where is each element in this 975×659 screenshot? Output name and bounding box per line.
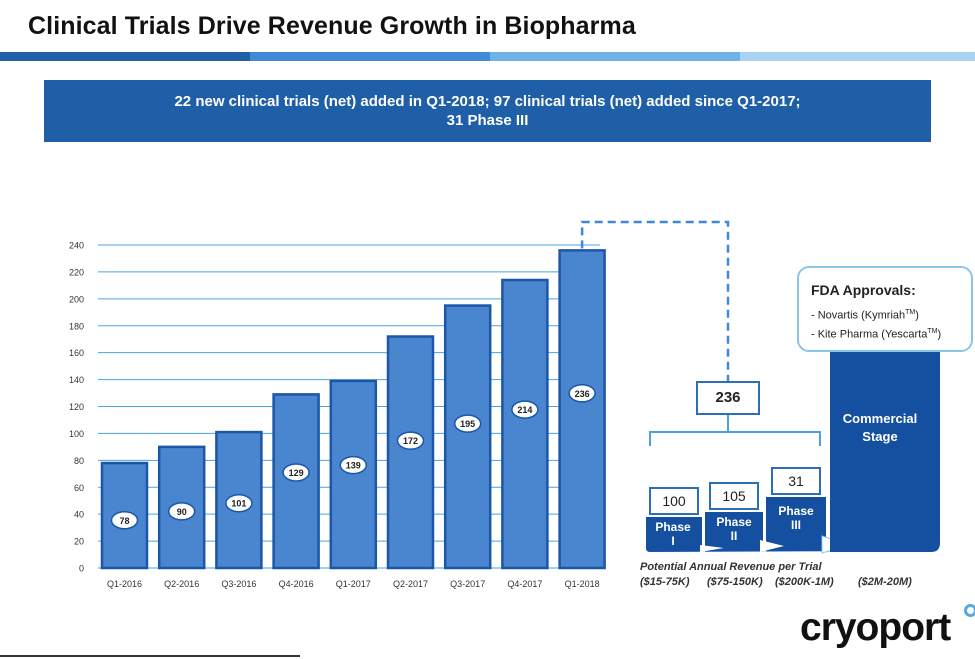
bar — [443, 304, 492, 570]
revenue-phase-3: ($200K-1M) — [775, 576, 834, 588]
y-tick-label: 240 — [69, 241, 84, 251]
revenue-phase-1: ($15-75K) — [640, 576, 690, 588]
bar-value-label: 90 — [177, 507, 187, 517]
bar-value-label: 195 — [460, 419, 475, 429]
x-tick-label: Q1-2016 — [107, 579, 142, 589]
bar-value-badge — [511, 400, 539, 419]
y-tick-label: 20 — [74, 537, 84, 547]
phase-3-label: Phase III — [778, 504, 814, 532]
revenue-phase-2: ($75-150K) — [707, 576, 763, 588]
x-tick-label: Q4-2016 — [279, 579, 314, 589]
x-tick-label: Q2-2016 — [164, 579, 199, 589]
phase-2-step — [705, 512, 763, 552]
x-tick-label: Q3-2016 — [221, 579, 256, 589]
bar-value-label: 172 — [403, 436, 418, 446]
bar-value-label: 78 — [119, 516, 129, 526]
fda-item-novartis: - Novartis (KymriahTM) — [811, 309, 919, 322]
phase-3-count: 31 — [771, 467, 821, 495]
commercial-stage-label: Commercial Stage — [842, 411, 918, 444]
phase-3-step — [766, 497, 826, 552]
bar — [558, 249, 606, 570]
bar-value-badge — [282, 463, 310, 482]
phase-2-count: 105 — [709, 482, 759, 510]
bar-value-badge — [453, 414, 482, 433]
bar-value-label: 214 — [517, 405, 532, 415]
fda-approvals-box: FDA Approvals: - Novartis (KymriahTM) - … — [797, 266, 973, 352]
bar-value-badge — [167, 502, 196, 521]
y-tick-label: 180 — [69, 321, 84, 331]
bar-value-badge — [225, 493, 253, 513]
arrow-1 — [700, 545, 724, 552]
bar — [386, 335, 435, 570]
arrow-2 — [760, 540, 784, 552]
y-tick-label: 120 — [69, 402, 84, 412]
bar-value-badge — [396, 431, 425, 450]
y-tick-label: 140 — [69, 375, 84, 385]
bar-value-label: 101 — [231, 499, 246, 509]
x-tick-label: Q1-2017 — [336, 579, 371, 589]
page-title: Clinical Trials Drive Revenue Growth in … — [28, 12, 636, 40]
y-tick-label: 200 — [69, 294, 84, 304]
phase-2-label: Phase II — [716, 515, 752, 543]
summary-banner: 22 new clinical trials (net) added in Q1… — [44, 80, 931, 142]
header-stripe-dark — [0, 52, 250, 61]
fda-title: FDA Approvals: — [811, 282, 916, 298]
revenue-commercial: ($2M-20M) — [858, 576, 912, 588]
dashed-connector — [580, 220, 730, 381]
header-stripe-mid — [250, 52, 490, 61]
y-tick-label: 220 — [69, 267, 84, 277]
x-tick-label: Q4-2017 — [507, 579, 542, 589]
y-tick-label: 80 — [74, 456, 84, 466]
bar-value-label: 129 — [289, 468, 304, 478]
phase-1-step — [646, 517, 702, 552]
y-tick-label: 160 — [69, 348, 84, 358]
bar-value-badge — [568, 384, 596, 403]
banner-line-1: 22 new clinical trials (net) added in Q1… — [174, 93, 801, 110]
bracket — [649, 415, 821, 446]
total-trials-box: 236 — [696, 381, 760, 415]
bar — [501, 278, 549, 570]
logo-dot-icon — [964, 604, 975, 617]
y-tick-label: 40 — [74, 510, 84, 520]
banner-line-2: 31 Phase III — [446, 112, 529, 129]
bar-value-label: 236 — [575, 389, 590, 399]
bar-value-label: 139 — [346, 461, 361, 471]
revenue-caption: Potential Annual Revenue per Trial — [640, 561, 822, 573]
cryoport-logo: cryoport — [800, 606, 951, 649]
bar-value-badge — [339, 455, 368, 475]
commercial-stage-block — [830, 347, 940, 552]
bar-value-badge — [110, 511, 139, 530]
x-tick-label: Q2-2017 — [393, 579, 428, 589]
x-tick-label: Q1-2018 — [565, 579, 600, 589]
header-stripe-light — [490, 52, 740, 61]
bar — [329, 379, 378, 570]
fda-item-kite: - Kite Pharma (YescartaTM) — [811, 327, 942, 341]
y-tick-label: 60 — [74, 483, 84, 493]
x-tick-label: Q3-2017 — [450, 579, 485, 589]
footer-rule — [0, 655, 300, 657]
phase-1-label: Phase I — [655, 520, 691, 548]
y-tick-label: 100 — [69, 429, 84, 439]
y-tick-label: 0 — [79, 564, 84, 574]
phase-1-count: 100 — [649, 487, 699, 515]
header-stripe-pale — [740, 52, 975, 61]
